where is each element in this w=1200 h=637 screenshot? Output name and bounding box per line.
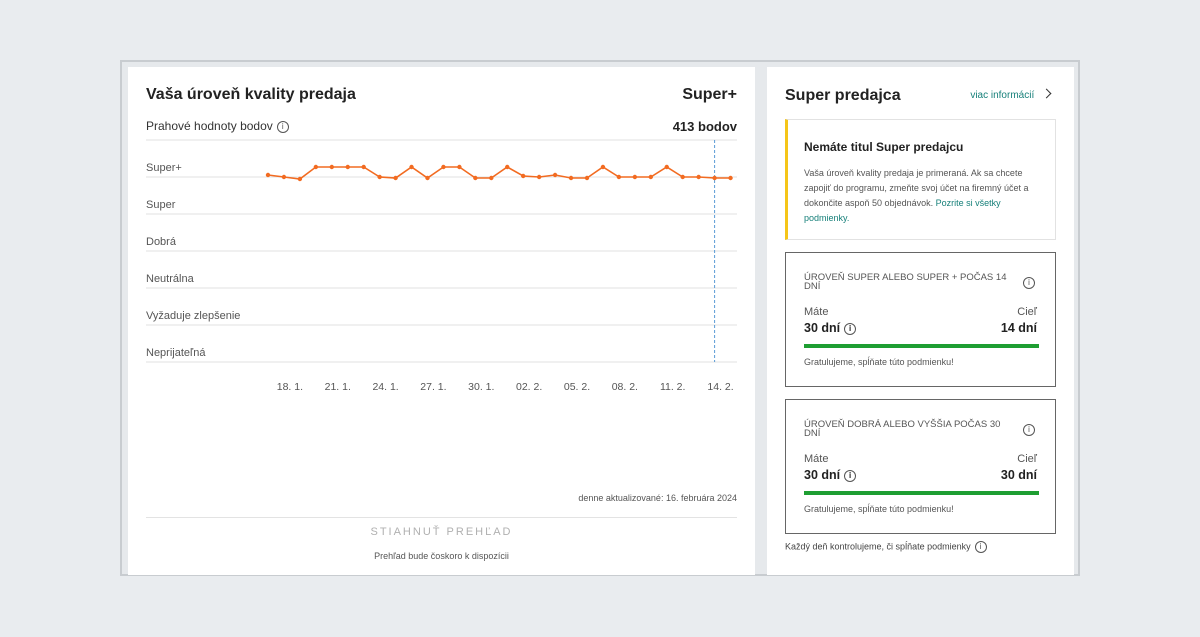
progress-bar xyxy=(804,344,1039,348)
band-label: Neutrálna xyxy=(146,273,195,285)
updated-text: denne aktualizované: 16. februára 2024 xyxy=(578,493,737,503)
x-tick-label: 02. 2. xyxy=(516,381,542,393)
info-icon[interactable]: i xyxy=(1023,277,1035,289)
info-icon[interactable]: i xyxy=(1023,424,1035,436)
band-label: Vyžaduje zlepšenie xyxy=(146,310,240,322)
x-tick-label: 05. 2. xyxy=(564,381,590,393)
data-point xyxy=(345,164,350,170)
progress-bar xyxy=(804,491,1039,495)
score: 413 bodov xyxy=(672,119,737,134)
have-value: 30 dní xyxy=(804,468,841,482)
goal-label: Cieľ xyxy=(1017,306,1037,318)
data-point xyxy=(648,174,653,180)
condition-card-2: ÚROVEŇ DOBRÁ ALEBO VYŠŠIA POČAS 30 DNÍ i… xyxy=(785,399,1056,534)
data-point xyxy=(616,174,622,180)
quality-panel: Vaša úroveň kvality predaja Super+ Praho… xyxy=(128,67,755,575)
data-point xyxy=(281,174,287,180)
notice-text: Vaša úroveň kvality predaja je primeraná… xyxy=(804,168,1029,223)
divider xyxy=(146,517,737,518)
info-icon[interactable]: i xyxy=(276,120,289,133)
x-tick-label: 27. 1. xyxy=(420,381,446,393)
x-tick-label: 18. 1. xyxy=(277,381,303,393)
data-point xyxy=(409,164,414,170)
data-point xyxy=(313,164,319,170)
data-point xyxy=(505,164,510,170)
have-label: Máte xyxy=(804,453,829,465)
super-seller-title: Super predajca xyxy=(785,87,901,104)
data-point xyxy=(696,174,701,180)
quality-title: Vaša úroveň kvality predaja xyxy=(146,86,356,103)
data-point xyxy=(712,175,717,181)
threshold-label: Prahové hodnoty bodov xyxy=(146,119,273,133)
x-tick-label: 08. 2. xyxy=(612,381,638,393)
threshold-label-row: Prahové hodnoty bodov i xyxy=(146,119,289,133)
conditions-link[interactable]: Pozrite si všetky podmienky. xyxy=(804,198,1001,223)
download-report-button[interactable]: STIAHNUŤ PREHĽAD xyxy=(370,526,513,538)
x-tick-label: 30. 1. xyxy=(468,381,494,393)
data-point xyxy=(568,175,574,181)
data-point xyxy=(632,174,638,180)
data-point xyxy=(600,164,606,170)
data-point xyxy=(473,175,478,181)
download-note: Prehľad bude čoskoro k dispozícii xyxy=(374,551,509,561)
condition-title: ÚROVEŇ DOBRÁ ALEBO VYŠŠIA POČAS 30 DNÍ xyxy=(804,419,1001,439)
x-tick-label: 24. 1. xyxy=(372,381,398,393)
quality-chart: Super+ Super Dobrá Neutrálna Vyžaduje zlepše… xyxy=(146,139,737,393)
data-point xyxy=(680,174,685,180)
data-point xyxy=(265,172,271,178)
goal-label: Cieľ xyxy=(1017,453,1037,465)
more-info-link[interactable]: viac informácií xyxy=(970,88,1052,101)
band-label: Dobrá xyxy=(146,236,177,248)
data-point xyxy=(457,164,462,170)
x-tick-label: 14. 2. xyxy=(707,381,733,393)
data-point xyxy=(377,174,382,180)
have-label: Máte xyxy=(804,306,829,318)
data-point xyxy=(664,164,669,170)
data-point xyxy=(536,174,542,180)
goal-value: 14 dní xyxy=(1000,321,1037,335)
band-label: Neprijateľná xyxy=(146,347,206,359)
quality-level: Super+ xyxy=(682,86,737,103)
quality-line xyxy=(267,166,731,180)
info-icon[interactable]: i xyxy=(844,322,857,335)
have-value-row: 30 dní i xyxy=(804,321,857,335)
data-point xyxy=(584,175,590,181)
condition-message: Gratulujeme, spĺňate túto podmienku! xyxy=(804,504,954,514)
info-icon[interactable]: i xyxy=(844,469,857,482)
x-tick-label: 21. 1. xyxy=(325,381,351,393)
band-label: Super xyxy=(146,199,176,211)
data-point xyxy=(329,164,334,170)
data-point xyxy=(425,175,430,181)
have-value: 30 dní xyxy=(804,321,841,335)
data-point xyxy=(393,175,398,181)
condition-title: ÚROVEŇ SUPER ALEBO SUPER + POČAS 14 DNÍ xyxy=(804,272,1007,292)
data-point xyxy=(489,175,494,181)
condition-message: Gratulujeme, spĺňate túto podmienku! xyxy=(804,357,954,367)
data-point xyxy=(521,173,526,179)
footer-note: Každý deň kontrolujeme, či spĺňate podmi… xyxy=(785,541,987,553)
x-tick-label: 11. 2. xyxy=(660,381,686,393)
notice-title: Nemáte titul Super predajcu xyxy=(804,140,964,154)
goal-value: 30 dní xyxy=(1000,468,1037,482)
data-point xyxy=(297,176,303,182)
data-point xyxy=(361,164,366,170)
data-point xyxy=(441,164,446,170)
have-value-row: 30 dní i xyxy=(804,468,857,482)
data-point xyxy=(728,175,733,181)
info-icon[interactable]: i xyxy=(974,541,987,553)
notice-box: Nemáte titul Super predajcu Vaša úroveň … xyxy=(785,119,1056,240)
data-point xyxy=(552,172,558,178)
condition-card-1: ÚROVEŇ SUPER ALEBO SUPER + POČAS 14 DNÍ … xyxy=(785,252,1056,387)
band-label: Super+ xyxy=(146,162,182,174)
chevron-right-icon xyxy=(1041,88,1052,99)
